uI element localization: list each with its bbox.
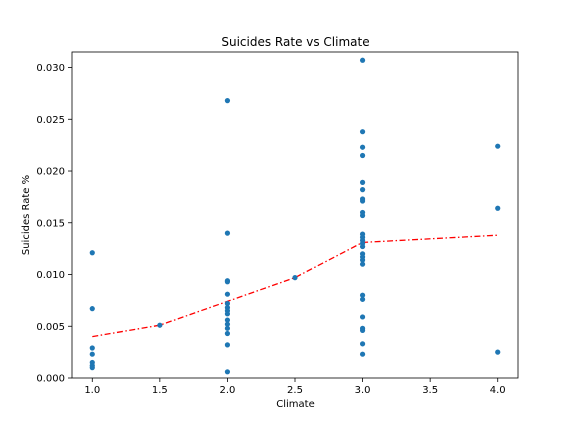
scatter-point bbox=[224, 325, 231, 331]
y-tick-label: 0.010 bbox=[36, 270, 65, 281]
scatter-point bbox=[89, 345, 95, 351]
x-tick-label: 3.5 bbox=[422, 385, 438, 396]
plot-area bbox=[71, 51, 519, 379]
scatter-point bbox=[359, 341, 366, 347]
x-axis-label: Climate bbox=[276, 399, 314, 410]
trend-line-group bbox=[92, 234, 498, 338]
scatter-points-group bbox=[89, 57, 501, 375]
scatter-point bbox=[292, 275, 298, 281]
scatter-point bbox=[359, 314, 366, 320]
scatter-point bbox=[359, 198, 366, 204]
x-tick-label: 1.0 bbox=[84, 385, 100, 396]
scatter-point bbox=[89, 351, 95, 357]
y-tick-label: 0.005 bbox=[36, 322, 65, 333]
scatter-point bbox=[224, 300, 231, 307]
scatter-point bbox=[359, 257, 366, 263]
scatter-point bbox=[359, 292, 366, 298]
chart-title: Suicides Rate vs Climate bbox=[221, 35, 369, 49]
scatter-point bbox=[495, 143, 501, 149]
scatter-point bbox=[224, 311, 231, 317]
y-axis-label: Suicides Rate % bbox=[21, 175, 32, 255]
x-tick-label: 2.0 bbox=[219, 385, 235, 396]
scatter-point bbox=[89, 306, 95, 312]
x-tick-label: 2.5 bbox=[287, 385, 303, 396]
y-tick-label: 0.025 bbox=[36, 115, 65, 126]
scatter-point bbox=[157, 322, 163, 328]
scatter-point bbox=[359, 144, 366, 150]
x-tick-label: 4.0 bbox=[490, 385, 506, 396]
scatter-point bbox=[359, 57, 366, 63]
scatter-point bbox=[224, 321, 231, 327]
scatter-point bbox=[359, 187, 366, 193]
scatter-point bbox=[224, 342, 231, 348]
trend-line bbox=[92, 234, 498, 338]
scatter-point bbox=[224, 98, 231, 104]
scatter-point bbox=[495, 349, 501, 355]
y-tick-label: 0.000 bbox=[36, 374, 65, 385]
scatter-point bbox=[359, 327, 366, 333]
y-tick-label: 0.030 bbox=[36, 63, 65, 74]
scatter-point bbox=[224, 317, 231, 323]
y-tick-label: 0.015 bbox=[36, 218, 65, 229]
scatter-point bbox=[359, 243, 366, 250]
scatter-point bbox=[359, 179, 366, 185]
scatter-point bbox=[89, 250, 95, 256]
scatter-point bbox=[359, 212, 366, 219]
y-tick-label: 0.020 bbox=[36, 167, 65, 178]
x-axis-ticks: 1.0 1.5 2.0 2.5 3.0 3.5 4.0 bbox=[84, 378, 506, 396]
scatter-point bbox=[224, 369, 231, 375]
scatter-point bbox=[495, 205, 501, 211]
scatter-point bbox=[89, 365, 95, 371]
scatter-point bbox=[359, 351, 366, 357]
scatter-point bbox=[224, 230, 231, 236]
scatter-point bbox=[224, 279, 231, 285]
scatter-point bbox=[359, 129, 366, 135]
x-tick-label: 1.5 bbox=[152, 385, 168, 396]
scatter-point bbox=[359, 152, 366, 159]
scatter-point bbox=[224, 330, 231, 337]
scatter-point bbox=[224, 291, 231, 297]
x-tick-label: 3.0 bbox=[355, 385, 371, 396]
scatter-point bbox=[359, 296, 366, 302]
scatter-point bbox=[359, 261, 366, 267]
y-axis-ticks: 0.000 0.005 0.010 0.015 0.020 0.025 0.030 bbox=[36, 63, 72, 385]
